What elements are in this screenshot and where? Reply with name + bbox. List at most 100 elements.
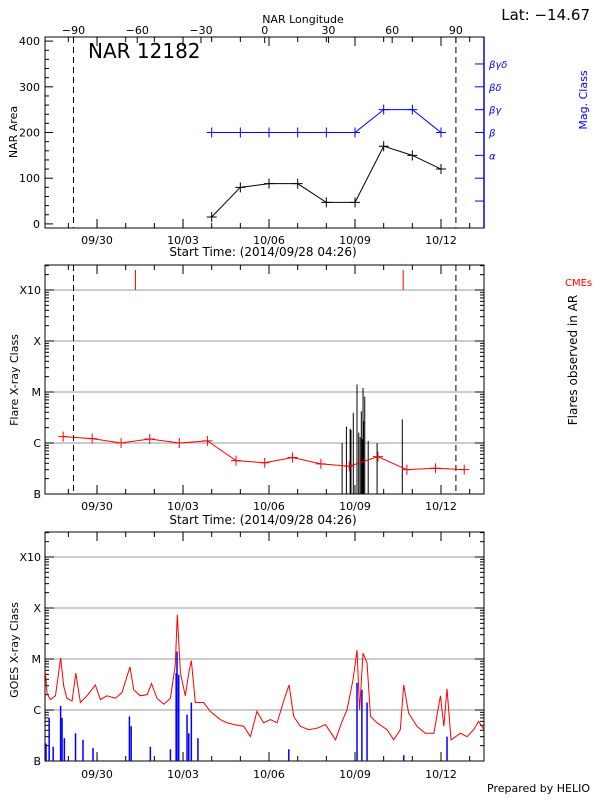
class-tick-label: X — [33, 335, 41, 348]
date-tick-label-2: 10/06 — [253, 500, 285, 513]
flare-background-marker — [144, 433, 155, 444]
goes-short-bar — [48, 717, 50, 761]
mag-class-marker — [235, 127, 246, 138]
longitude-tick-label: 60 — [385, 24, 399, 37]
goes-short-bar — [177, 674, 180, 761]
longitude-tick-label: −90 — [62, 24, 85, 37]
nar-area-marker — [436, 164, 447, 175]
goes-short-bar — [169, 749, 172, 761]
flare-background-marker — [116, 437, 127, 448]
class-tick-label: C — [33, 437, 41, 450]
mag-class-marker — [407, 104, 418, 115]
goes-short-bar — [63, 738, 66, 761]
nar-area-marker — [292, 178, 303, 189]
mag-class-tick-label: βγδ — [488, 60, 507, 71]
flare-class-axis-label: Flare X-ray Class — [8, 334, 21, 426]
goes-short-bar — [186, 714, 188, 761]
goes-short-bar — [128, 716, 131, 761]
class-tick-label: B — [33, 488, 41, 501]
flare-background-marker — [459, 464, 470, 475]
goes-short-bar — [190, 702, 193, 761]
goes-short-bar — [366, 702, 368, 761]
class-tick-label: X10 — [19, 284, 41, 297]
nar-area-marker — [235, 182, 246, 193]
flare-background-marker — [231, 455, 242, 466]
area-tick-label: 200 — [19, 127, 40, 140]
flare-background-marker — [287, 452, 298, 463]
flare-background-marker — [174, 437, 185, 448]
goes-short-bar — [188, 733, 190, 761]
nar-area-marker — [264, 178, 275, 189]
flare-background-marker — [58, 431, 69, 442]
date-tick-label-3: 10/03 — [167, 768, 199, 781]
goes-short-bar — [356, 682, 358, 761]
start-time-label-2: Start Time: (2014/09/28 04:26) — [169, 513, 356, 527]
flare-background-marker — [401, 464, 412, 475]
flare-background-marker — [202, 435, 213, 446]
mag-class-tick-label: βδ — [488, 83, 502, 94]
area-tick-label: 300 — [19, 81, 40, 94]
date-tick-label-2: 09/30 — [81, 500, 113, 513]
goes-short-bar — [197, 738, 199, 761]
class-tick-label: M — [32, 653, 42, 666]
goes-short-bar — [74, 733, 77, 761]
goes-short-bar — [402, 755, 405, 761]
goes-short-bar — [52, 746, 54, 761]
prepared-by-label: Prepared by HELIO — [487, 782, 590, 795]
goes-short-bar — [45, 743, 47, 761]
flares-observed-axis-label: Flares observed in AR — [566, 295, 580, 425]
nar-area-marker — [206, 212, 217, 223]
area-tick-label: 0 — [33, 218, 40, 231]
lat-label: Lat: −14.67 — [501, 6, 590, 24]
goes-short-bar — [130, 726, 132, 761]
mag-class-marker — [378, 104, 389, 115]
goes-short-bar — [92, 747, 94, 761]
class-tick-label: X — [33, 602, 41, 615]
date-tick-label-3: 09/30 — [81, 768, 113, 781]
mag-class-marker — [321, 127, 332, 138]
panel-frame-2 — [44, 531, 485, 762]
goes-short-bar — [175, 673, 177, 761]
date-tick-label-3: 10/06 — [253, 768, 285, 781]
flare-background-marker — [430, 463, 441, 474]
mag-class-marker — [350, 127, 361, 138]
goes-short-bar — [82, 739, 84, 761]
date-tick-label-3: 10/09 — [339, 768, 371, 781]
date-tick-label-1: 10/09 — [339, 234, 371, 247]
goes-short-bar — [61, 717, 63, 761]
region-title: NAR 12182 — [88, 39, 201, 63]
area-axis-label: NAR Area — [7, 106, 20, 158]
goes-short-bar — [59, 705, 62, 761]
class-tick-label: B — [33, 755, 41, 768]
start-time-label-1: Start Time: (2014/09/28 04:26) — [169, 245, 356, 259]
goes-class-axis-label: GOES X-ray Class — [8, 602, 21, 698]
goes-short-bar — [149, 746, 152, 761]
flare-background-marker — [344, 461, 355, 472]
goes-short-bar — [446, 736, 448, 761]
mag-class-tick-label: βγ — [488, 106, 502, 117]
class-tick-label: X10 — [19, 551, 41, 564]
date-tick-label-1: 09/30 — [81, 234, 113, 247]
goes-long-line — [44, 614, 485, 741]
area-tick-label: 400 — [19, 35, 40, 48]
flare-background-line — [63, 436, 465, 471]
date-tick-label-3: 10/12 — [425, 768, 457, 781]
panel-frame-1 — [44, 264, 485, 495]
date-tick-label-1: 10/03 — [167, 234, 199, 247]
chart-marks: 09/30 10/03 10/06 10/09 10/120100200300400αβ… — [19, 24, 507, 781]
nar-area-marker — [378, 141, 389, 152]
longitude-tick-label: −30 — [189, 24, 212, 37]
date-tick-label-2: 10/12 — [425, 500, 457, 513]
goes-short-bar — [361, 689, 363, 761]
mag-class-marker — [292, 127, 303, 138]
longitude-tick-label: 90 — [449, 24, 463, 37]
area-tick-label: 100 — [19, 172, 40, 185]
date-tick-label-2: 10/09 — [339, 500, 371, 513]
cme-label: CMEs — [565, 278, 592, 289]
mag-class-marker — [436, 127, 447, 138]
class-tick-label: M — [32, 386, 42, 399]
date-tick-label-1: 10/12 — [425, 234, 457, 247]
mag-class-marker — [206, 127, 217, 138]
mag-class-marker — [264, 127, 275, 138]
